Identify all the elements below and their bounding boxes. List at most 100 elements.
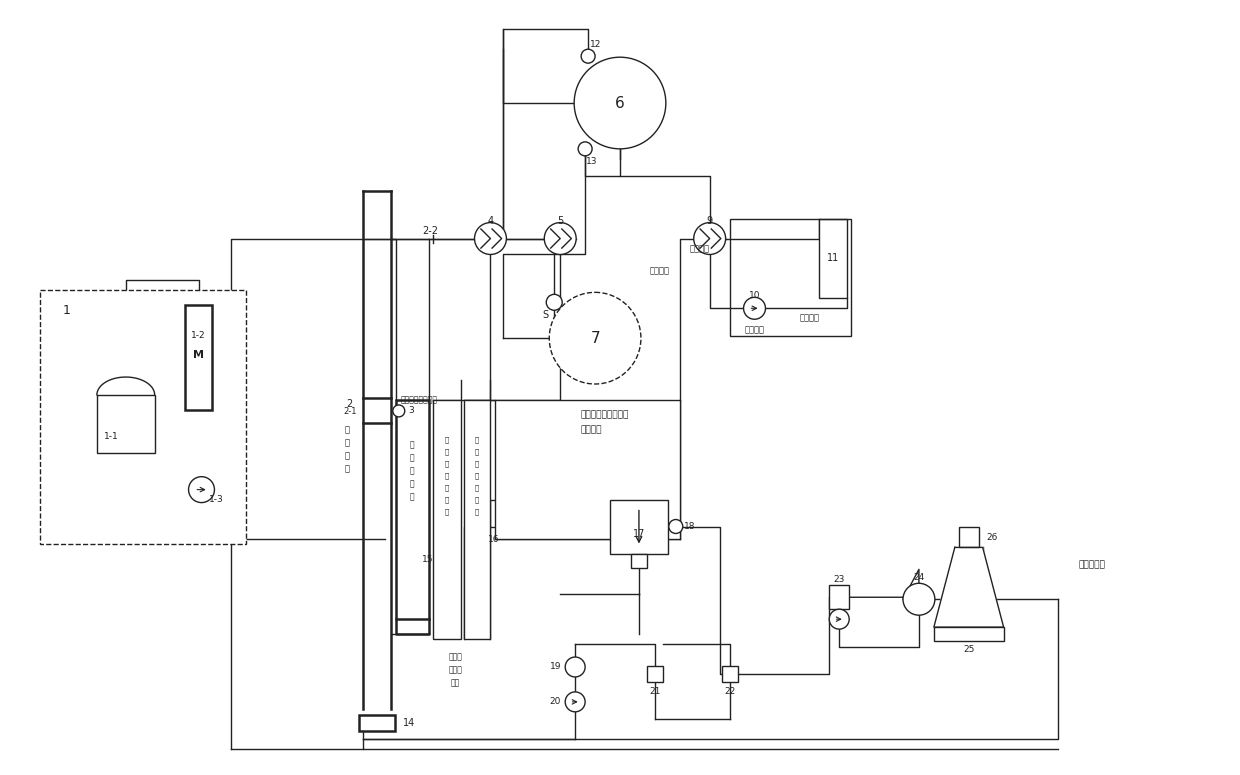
Text: 锅炉回路: 锅炉回路 [800, 314, 820, 322]
Text: 10: 10 [749, 291, 760, 300]
Text: 蒸: 蒸 [444, 473, 449, 479]
Text: 管: 管 [475, 496, 479, 503]
Bar [830, 585, 849, 609]
Text: 热: 热 [475, 460, 479, 467]
Text: M: M [193, 350, 205, 360]
Circle shape [544, 222, 577, 254]
Text: 24: 24 [914, 573, 925, 582]
Text: 道: 道 [409, 492, 414, 501]
Circle shape [668, 519, 683, 533]
Circle shape [903, 584, 935, 615]
Bar [363, 398, 391, 423]
Text: 13: 13 [587, 157, 598, 167]
Text: 蒸: 蒸 [345, 451, 350, 460]
Bar [358, 715, 394, 731]
Text: 锅炉回路: 锅炉回路 [650, 266, 670, 275]
Bar [396, 400, 429, 619]
Text: 16: 16 [487, 535, 500, 544]
Text: 加热用: 加热用 [449, 666, 463, 674]
Text: 冷: 冷 [444, 436, 449, 443]
Text: 11: 11 [827, 253, 839, 264]
Circle shape [744, 298, 765, 319]
Text: 2-2: 2-2 [423, 226, 439, 236]
Text: 蒸汽: 蒸汽 [451, 678, 460, 687]
Text: 20: 20 [549, 698, 562, 706]
Text: 蒸: 蒸 [409, 453, 414, 462]
Circle shape [830, 609, 849, 629]
Circle shape [188, 477, 215, 502]
Text: 2: 2 [347, 399, 353, 409]
Text: 2-1: 2-1 [343, 408, 357, 416]
Bar [934, 627, 1003, 641]
Text: 15: 15 [422, 555, 434, 564]
Circle shape [393, 405, 404, 417]
Bar [610, 500, 668, 554]
Circle shape [547, 294, 562, 310]
Text: 17: 17 [632, 529, 645, 539]
Circle shape [582, 50, 595, 64]
Text: 管: 管 [444, 496, 449, 503]
Bar [959, 528, 978, 547]
Bar [496, 400, 680, 539]
Bar [97, 395, 155, 453]
Text: 22: 22 [724, 687, 735, 697]
Text: 21: 21 [650, 687, 661, 697]
Text: 1-2: 1-2 [191, 331, 206, 339]
Bar [464, 400, 491, 639]
Text: 高: 高 [345, 425, 350, 434]
Circle shape [574, 57, 666, 149]
Bar [185, 305, 212, 410]
Text: 压: 压 [345, 439, 350, 447]
Text: 除氧器: 除氧器 [449, 653, 463, 662]
Text: 12: 12 [590, 40, 601, 49]
Bar [647, 666, 663, 682]
Text: 主: 主 [409, 440, 414, 450]
Text: 汽: 汽 [345, 464, 350, 474]
Bar [433, 400, 460, 639]
Text: 3: 3 [409, 406, 414, 415]
Text: 管: 管 [409, 479, 414, 488]
Text: 排汽管道: 排汽管道 [580, 425, 601, 434]
Circle shape [565, 657, 585, 677]
Circle shape [693, 222, 725, 254]
Text: S: S [542, 310, 548, 320]
Text: 25: 25 [963, 645, 975, 653]
Text: 蒸: 蒸 [475, 473, 479, 479]
Text: 18: 18 [684, 522, 696, 531]
Text: 1: 1 [63, 304, 71, 317]
Text: 26: 26 [987, 533, 998, 542]
Text: 再: 再 [444, 449, 449, 455]
Text: 热: 热 [444, 460, 449, 467]
Bar [631, 554, 647, 568]
Polygon shape [934, 547, 1003, 627]
Text: 4: 4 [487, 215, 494, 226]
Circle shape [475, 222, 506, 254]
Bar [729, 219, 851, 336]
Circle shape [565, 692, 585, 711]
Text: 汽: 汽 [444, 484, 449, 491]
Text: 本基本负荷主汽口: 本基本负荷主汽口 [401, 395, 438, 405]
Text: 7: 7 [590, 331, 600, 346]
Text: 23: 23 [833, 575, 844, 584]
Text: 9: 9 [707, 215, 713, 226]
Bar [722, 666, 738, 682]
Text: 耦合型汽轮机中压缸: 耦合型汽轮机中压缸 [580, 411, 629, 419]
Text: 锅炉回路: 锅炉回路 [689, 244, 709, 253]
Text: 再: 再 [475, 449, 479, 455]
Bar [40, 291, 247, 544]
Circle shape [549, 292, 641, 384]
Text: 汽: 汽 [409, 467, 414, 475]
Text: 1-3: 1-3 [210, 495, 224, 504]
Text: 6: 6 [615, 95, 625, 111]
Text: 冷却塔填料: 冷却塔填料 [1079, 560, 1105, 569]
Text: 1-1: 1-1 [104, 432, 119, 441]
Bar [820, 219, 847, 298]
Text: 热: 热 [475, 436, 479, 443]
Text: 道: 道 [444, 508, 449, 515]
Text: 14: 14 [403, 718, 415, 728]
Text: 5: 5 [557, 215, 563, 226]
Text: 道: 道 [475, 508, 479, 515]
Text: 锅炉回路: 锅炉回路 [744, 326, 765, 335]
Text: 19: 19 [549, 663, 562, 671]
Text: 汽: 汽 [475, 484, 479, 491]
